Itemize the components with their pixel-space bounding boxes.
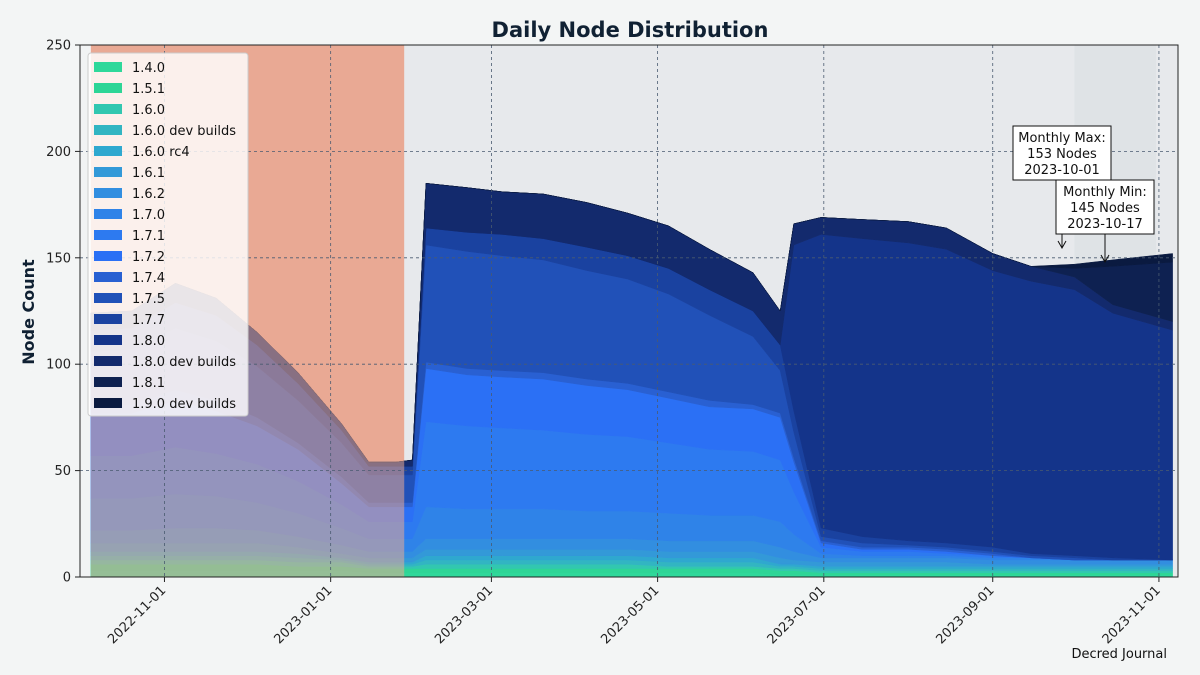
- y-tick-label-2: 100: [46, 358, 71, 373]
- legend-box: [87, 52, 249, 417]
- annotation-text-1-0: Monthly Min:: [1063, 185, 1147, 200]
- x-tick-label-3: 2023-05-01: [598, 583, 662, 647]
- legend-swatch-5: [94, 167, 122, 177]
- legend-swatch-2: [94, 104, 122, 114]
- legend-label-11: 1.7.5: [132, 292, 165, 307]
- annotation-text-0-2: 2023-10-01: [1024, 163, 1100, 178]
- legend-label-14: 1.8.0 dev builds: [132, 355, 236, 370]
- annotation-text-0-0: Monthly Max:: [1018, 131, 1105, 146]
- legend-swatch-14: [94, 356, 122, 366]
- annotation-box-1: [1055, 179, 1155, 235]
- legend-label-0: 1.4.0: [132, 61, 165, 76]
- legend-swatch-9: [94, 251, 122, 261]
- legend-swatch-7: [94, 209, 122, 219]
- legend-label-16: 1.9.0 dev builds: [132, 397, 236, 412]
- chart-title: Daily Node Distribution: [492, 18, 769, 42]
- axes: 0 50 100 150 200 250 2022-11-01 2023-01-01 2023-…: [46, 39, 1179, 647]
- x-tick-label-5: 2023-09-01: [934, 583, 998, 647]
- legend-swatch-6: [94, 188, 122, 198]
- credit-text: Decred Journal: [1071, 647, 1167, 662]
- y-tick-label-4: 200: [46, 145, 71, 160]
- legend-label-1: 1.5.1: [132, 82, 165, 97]
- legend-label-9: 1.7.2: [132, 250, 165, 265]
- annotation-arrowhead-1: [1100, 254, 1110, 264]
- legend-label-8: 1.7.1: [132, 229, 165, 244]
- legend-swatch-13: [94, 335, 122, 345]
- legend-swatch-11: [94, 293, 122, 303]
- legend-swatch-10: [94, 272, 122, 282]
- legend-label-2: 1.6.0: [132, 103, 165, 118]
- legend-swatch-16: [94, 398, 122, 408]
- annotation-arrowhead-0: [1057, 240, 1067, 250]
- legend-label-10: 1.7.4: [132, 271, 165, 286]
- legend-swatch-1: [94, 83, 122, 93]
- legend-label-4: 1.6.0 rc4: [132, 145, 190, 160]
- annotation-text-1-1: 145 Nodes: [1070, 201, 1140, 216]
- plot-frame: [79, 44, 1179, 578]
- legend: 1.4.0 1.5.1 1.6.0 1.6.0 dev builds 1.6.0 rc4…: [87, 52, 249, 417]
- legend-swatch-4: [94, 146, 122, 156]
- legend-swatch-15: [94, 377, 122, 387]
- annotation-text-1-2: 2023-10-17: [1067, 217, 1143, 232]
- y-tick-label-3: 150: [46, 251, 71, 266]
- x-tick-label-2: 2023-03-01: [432, 583, 496, 647]
- legend-label-6: 1.6.2: [132, 187, 165, 202]
- y-axis-label: Node Count: [19, 259, 38, 365]
- legend-label-7: 1.7.0: [132, 208, 165, 223]
- y-tick-label-1: 50: [54, 464, 71, 479]
- y-tick-label-5: 250: [46, 39, 71, 54]
- legend-swatch-3: [94, 125, 122, 135]
- legend-swatch-0: [94, 62, 122, 72]
- x-tick-label-4: 2023-07-01: [765, 583, 829, 647]
- x-tick-label-0: 2022-11-01: [105, 583, 169, 647]
- annotation-text-0-1: 153 Nodes: [1027, 147, 1097, 162]
- legend-label-5: 1.6.1: [132, 166, 165, 181]
- legend-label-12: 1.7.7: [132, 313, 165, 328]
- legend-swatch-8: [94, 230, 122, 240]
- x-tick-label-1: 2023-01-01: [271, 583, 335, 647]
- legend-label-13: 1.8.0: [132, 334, 165, 349]
- annotation-box-0: [1012, 125, 1112, 181]
- legend-label-3: 1.6.0 dev builds: [132, 124, 236, 139]
- legend-swatch-12: [94, 314, 122, 324]
- legend-label-15: 1.8.1: [132, 376, 165, 391]
- y-tick-label-0: 0: [63, 571, 71, 586]
- x-tick-label-6: 2023-11-01: [1100, 583, 1164, 647]
